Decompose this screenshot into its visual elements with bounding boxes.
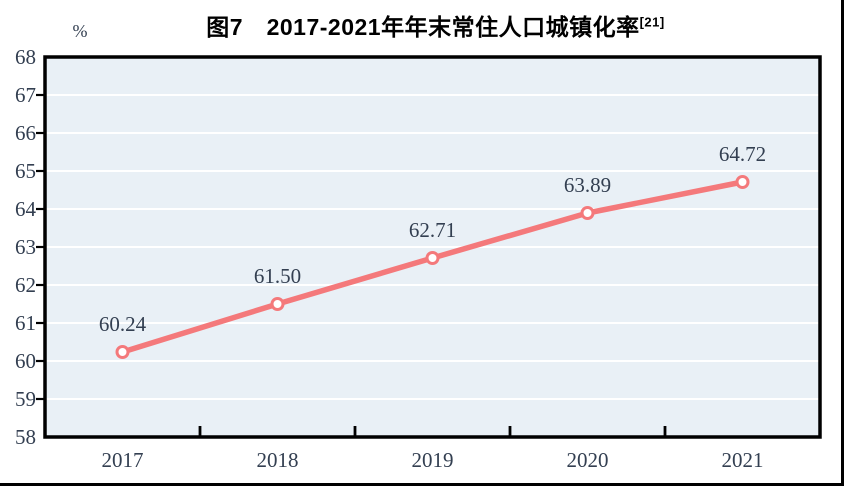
data-point-2018 [270,297,285,311]
data-label-2018: 61.50 [253,264,302,288]
chart-title-footnote-ref: [21] [639,14,665,30]
y-tick-label-60: 60 [15,349,36,373]
data-point-2021 [735,175,750,189]
y-tick-label-62: 62 [15,273,36,297]
x-axis-ticks [198,426,667,437]
data-point-2019 [425,251,440,265]
y-tick-label-61: 61 [15,311,36,335]
data-label-2020: 63.89 [563,173,612,197]
y-tick-label-64: 64 [15,197,36,221]
y-tick-label-63: 63 [15,235,36,259]
chart-title-text: 图7 2017-2021年年末常住人口城镇化率 [206,14,640,40]
y-tick-label-58: 58 [15,425,36,449]
series-markers [115,175,750,359]
x-label-2019: 2019 [411,448,454,472]
chart-title: 图7 2017-2021年年末常住人口城镇化率[21] [0,8,841,42]
y-tick-label-66: 66 [15,121,36,145]
data-label-2017: 60.24 [98,312,147,336]
x-label-2021: 2021 [721,448,764,472]
x-label-2020: 2020 [566,448,609,472]
y-tick-label-59: 59 [15,387,36,411]
y-tick-label-67: 67 [15,83,36,107]
gridlines [46,94,819,400]
y-tick-label-68: 68 [15,45,36,69]
data-label-2021: 64.72 [718,142,767,166]
x-label-2017: 2017 [101,448,144,472]
data-point-2017 [115,345,130,359]
data-point-2020 [580,206,595,220]
data-label-2019: 62.71 [408,218,457,242]
y-axis-unit-label: % [72,21,88,41]
x-label-2018: 2018 [256,448,299,472]
y-tick-label-65: 65 [15,159,36,183]
plot-frame [43,55,822,439]
